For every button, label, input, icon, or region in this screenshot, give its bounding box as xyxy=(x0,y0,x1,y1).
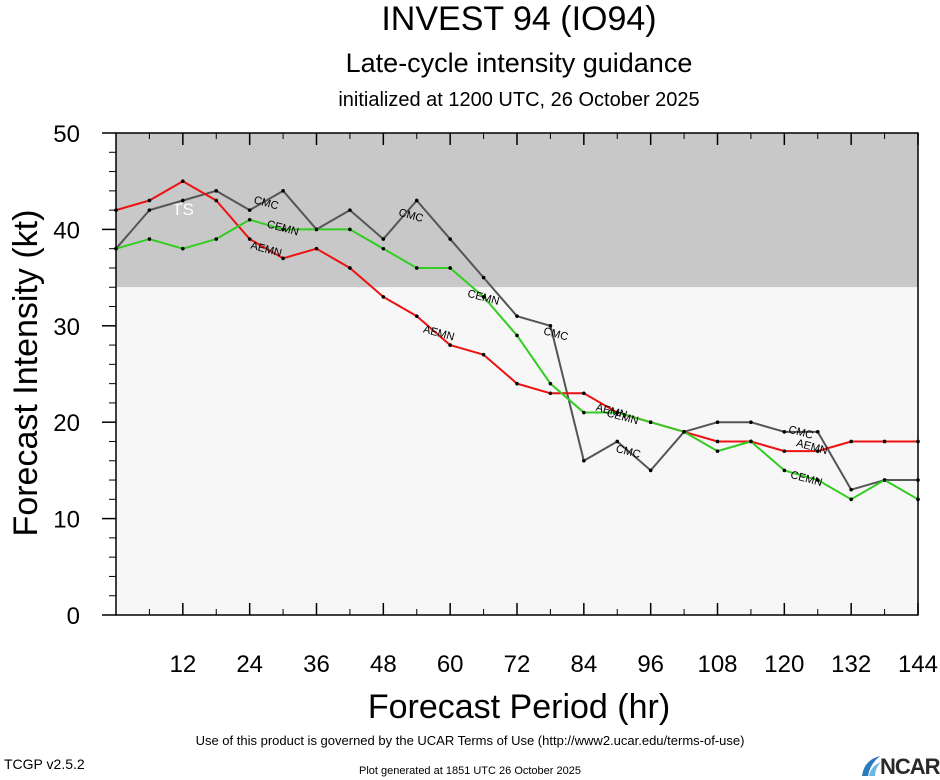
data-point xyxy=(849,439,853,444)
data-point xyxy=(515,381,519,386)
data-point xyxy=(548,391,553,396)
data-point xyxy=(648,420,653,425)
data-point xyxy=(548,324,553,328)
data-point xyxy=(849,497,853,502)
data-point xyxy=(214,237,219,241)
data-point xyxy=(448,237,452,241)
data-point xyxy=(381,246,386,251)
y-tick-label: 30 xyxy=(53,314,80,341)
x-tick-label: 36 xyxy=(303,651,330,678)
x-tick-label: 144 xyxy=(898,651,938,678)
data-point xyxy=(715,439,720,444)
x-axis-label: Forecast Period (hr) xyxy=(368,688,670,726)
y-tick-label: 20 xyxy=(53,410,80,437)
x-tick-label: 84 xyxy=(570,651,597,678)
data-point xyxy=(181,246,185,251)
y-tick-label: 40 xyxy=(53,217,80,244)
data-point xyxy=(481,295,486,299)
terms-of-use-text: Use of this product is governed by the U… xyxy=(195,733,745,748)
data-point xyxy=(247,208,252,212)
x-tick-label: 72 xyxy=(504,651,531,678)
chart-subtitle: Late-cycle intensity guidance xyxy=(346,48,693,78)
data-point xyxy=(682,430,686,434)
data-point xyxy=(414,266,419,270)
data-point xyxy=(414,314,419,318)
data-point xyxy=(147,198,152,203)
data-point xyxy=(582,458,586,463)
x-tick-label: 120 xyxy=(764,651,804,678)
data-point xyxy=(582,391,586,396)
data-point xyxy=(882,439,887,444)
x-tick-label: 108 xyxy=(697,651,737,678)
plot-frame: 12 24 36 48 60 72 84 96 108 120 132 144 0 10 20 30 40 50 xyxy=(53,121,938,678)
data-point xyxy=(381,237,386,241)
data-point xyxy=(247,237,252,241)
data-point xyxy=(181,179,185,183)
data-point xyxy=(782,430,787,434)
data-point xyxy=(481,275,486,280)
data-point xyxy=(515,333,519,338)
data-point xyxy=(548,381,553,386)
data-point xyxy=(815,449,820,453)
y-tick-label: 10 xyxy=(53,507,80,534)
x-tick-label: 96 xyxy=(637,651,664,678)
data-point xyxy=(247,217,252,222)
data-point xyxy=(147,237,152,241)
data-point xyxy=(214,189,219,193)
data-point xyxy=(782,449,787,453)
generated-time-text: Plot generated at 1851 UTC 26 October 20… xyxy=(359,765,581,777)
data-point xyxy=(348,208,352,212)
y-axis-label: Forecast Intensity (kt) xyxy=(7,210,45,537)
data-point xyxy=(615,439,620,444)
x-tick-label: 60 xyxy=(437,651,464,678)
data-point xyxy=(448,343,452,347)
data-point xyxy=(448,266,452,270)
intensity-band xyxy=(116,133,918,288)
data-point xyxy=(582,410,586,415)
ncar-logo: NCAR xyxy=(860,752,940,780)
data-point xyxy=(381,295,386,299)
data-point xyxy=(815,478,820,482)
plot-text: INVEST 94 (IO94) Late-cycle intensity gu… xyxy=(7,0,700,726)
data-point xyxy=(749,439,753,444)
data-point xyxy=(348,227,352,232)
data-point xyxy=(281,189,285,193)
band-label: TS xyxy=(172,200,194,219)
ncar-logo-mark-icon xyxy=(862,756,881,776)
data-point xyxy=(314,227,319,232)
y-tick-label: 0 xyxy=(67,603,80,630)
data-point xyxy=(749,420,753,425)
chart-init-time: initialized at 1200 UTC, 26 October 2025 xyxy=(338,89,699,111)
data-point xyxy=(147,208,152,212)
data-point xyxy=(782,468,787,473)
data-point xyxy=(882,478,887,482)
data-point xyxy=(314,246,319,251)
x-tick-label: 48 xyxy=(370,651,397,678)
data-point xyxy=(348,266,352,270)
x-tick-label: 24 xyxy=(236,651,263,678)
ncar-logo-text: NCAR xyxy=(880,754,940,779)
data-point xyxy=(815,430,820,434)
data-point xyxy=(281,256,285,261)
chart-title: INVEST 94 (IO94) xyxy=(381,0,656,38)
data-point xyxy=(849,487,853,492)
data-point xyxy=(615,410,620,415)
data-point xyxy=(181,198,185,203)
data-point xyxy=(648,468,653,473)
data-point xyxy=(515,314,519,318)
data-point xyxy=(481,352,486,357)
plot-background: TS xyxy=(116,133,918,615)
version-text: TCGP v2.5.2 xyxy=(4,756,85,772)
data-point xyxy=(214,198,219,203)
y-tick-label: 50 xyxy=(53,121,80,148)
x-tick-label: 12 xyxy=(169,651,196,678)
x-tick-label: 132 xyxy=(831,651,871,678)
data-point xyxy=(715,449,720,453)
data-point xyxy=(414,198,419,203)
data-point xyxy=(715,420,720,425)
data-point xyxy=(281,227,285,232)
